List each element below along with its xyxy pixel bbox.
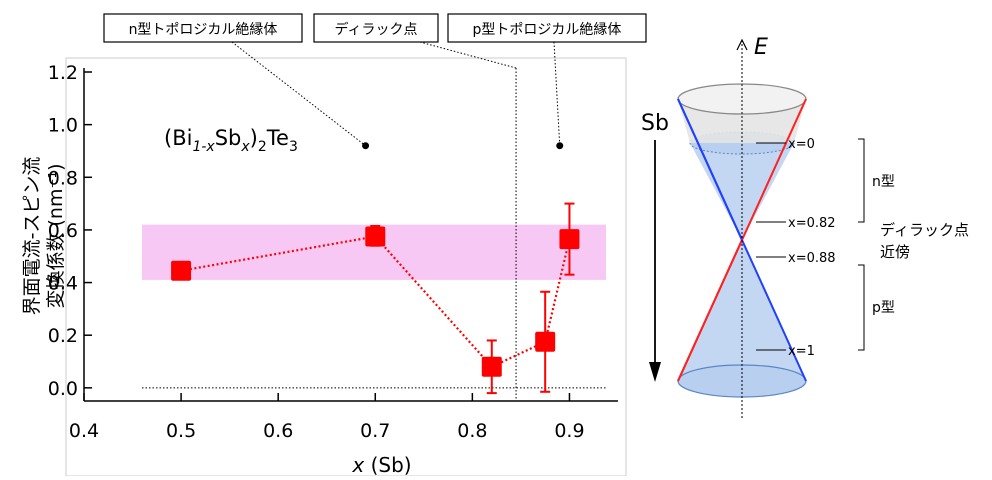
y-tick-label: 0.6 bbox=[48, 220, 78, 242]
y-tick-label: 0.2 bbox=[48, 325, 78, 347]
cone-edge-red-lower bbox=[677, 239, 743, 382]
y-tick-label: 0.8 bbox=[48, 167, 78, 189]
x-tick-label: 0.5 bbox=[166, 420, 196, 442]
chart-plot: 0.0 0.2 0.4 0.6 0.8 1.0 1.2 0.4 0.5 0.6 0.7 0.8 0.9 bbox=[48, 41, 618, 442]
cone-edge-blue-upper bbox=[677, 98, 743, 241]
level-x1-label: x=1 bbox=[788, 344, 815, 359]
callout-n-type-text: n型トポロジカル絶縁体 bbox=[129, 22, 278, 38]
y-tick-label: 0.0 bbox=[48, 378, 78, 400]
sb-arrow-head bbox=[649, 362, 661, 382]
dirac-near-label-line1: ディラック点 bbox=[880, 221, 969, 239]
y-axis-label-line1: 界面電流-スピン流 bbox=[21, 157, 43, 316]
callout-dirac-text: ディラック点 bbox=[334, 21, 417, 38]
level-x082-label: x=0.82 bbox=[788, 216, 836, 231]
x-tick-label: 0.4 bbox=[69, 420, 99, 442]
energy-axis-label: E bbox=[754, 35, 768, 60]
p-type-label: p型 bbox=[872, 300, 895, 316]
callout-n-point bbox=[362, 142, 370, 150]
series-line bbox=[180, 235, 571, 369]
n-type-label: n型 bbox=[872, 174, 895, 190]
data-point bbox=[365, 226, 386, 247]
callout-n-leader bbox=[231, 41, 366, 147]
data-point bbox=[535, 331, 556, 352]
y-axis-label-line2: 変換係数 (nm⁻¹) bbox=[45, 163, 67, 308]
lower-cone-fill bbox=[678, 240, 806, 381]
x-axis-label: x (Sb) bbox=[351, 453, 411, 476]
y-tick-label: 0.4 bbox=[48, 273, 78, 295]
energy-axis-arrow bbox=[736, 38, 748, 51]
callout-p-point bbox=[556, 142, 564, 150]
data-point bbox=[559, 229, 580, 250]
level-x0-label: x=0 bbox=[788, 137, 815, 152]
callout-p-type: p型トポロジカル絶縁体 bbox=[447, 13, 647, 43]
callout-p-type-text: p型トポロジカル絶縁体 bbox=[473, 22, 622, 38]
y-tick-label: 1.2 bbox=[48, 62, 78, 84]
upper-cone-fill bbox=[690, 143, 794, 240]
x-tick-label: 0.8 bbox=[457, 420, 487, 442]
data-point bbox=[171, 260, 192, 281]
callout-dirac-leader bbox=[419, 41, 517, 69]
data-point bbox=[481, 356, 502, 377]
sb-label: Sb bbox=[641, 111, 669, 136]
n-type-bracket bbox=[858, 138, 865, 223]
x-tick-label: 0.7 bbox=[360, 420, 390, 442]
p-type-bracket bbox=[858, 264, 865, 351]
x-tick-label: 0.9 bbox=[554, 420, 584, 442]
x-tick-label: 0.6 bbox=[263, 420, 293, 442]
dirac-near-label-line2: 近傍 bbox=[880, 243, 910, 261]
level-x088-label: x=0.88 bbox=[788, 251, 836, 266]
callout-n-type: n型トポロジカル絶縁体 bbox=[103, 13, 303, 43]
y-tick-label: 1.0 bbox=[48, 115, 78, 137]
callout-dirac: ディラック点 bbox=[313, 13, 439, 43]
